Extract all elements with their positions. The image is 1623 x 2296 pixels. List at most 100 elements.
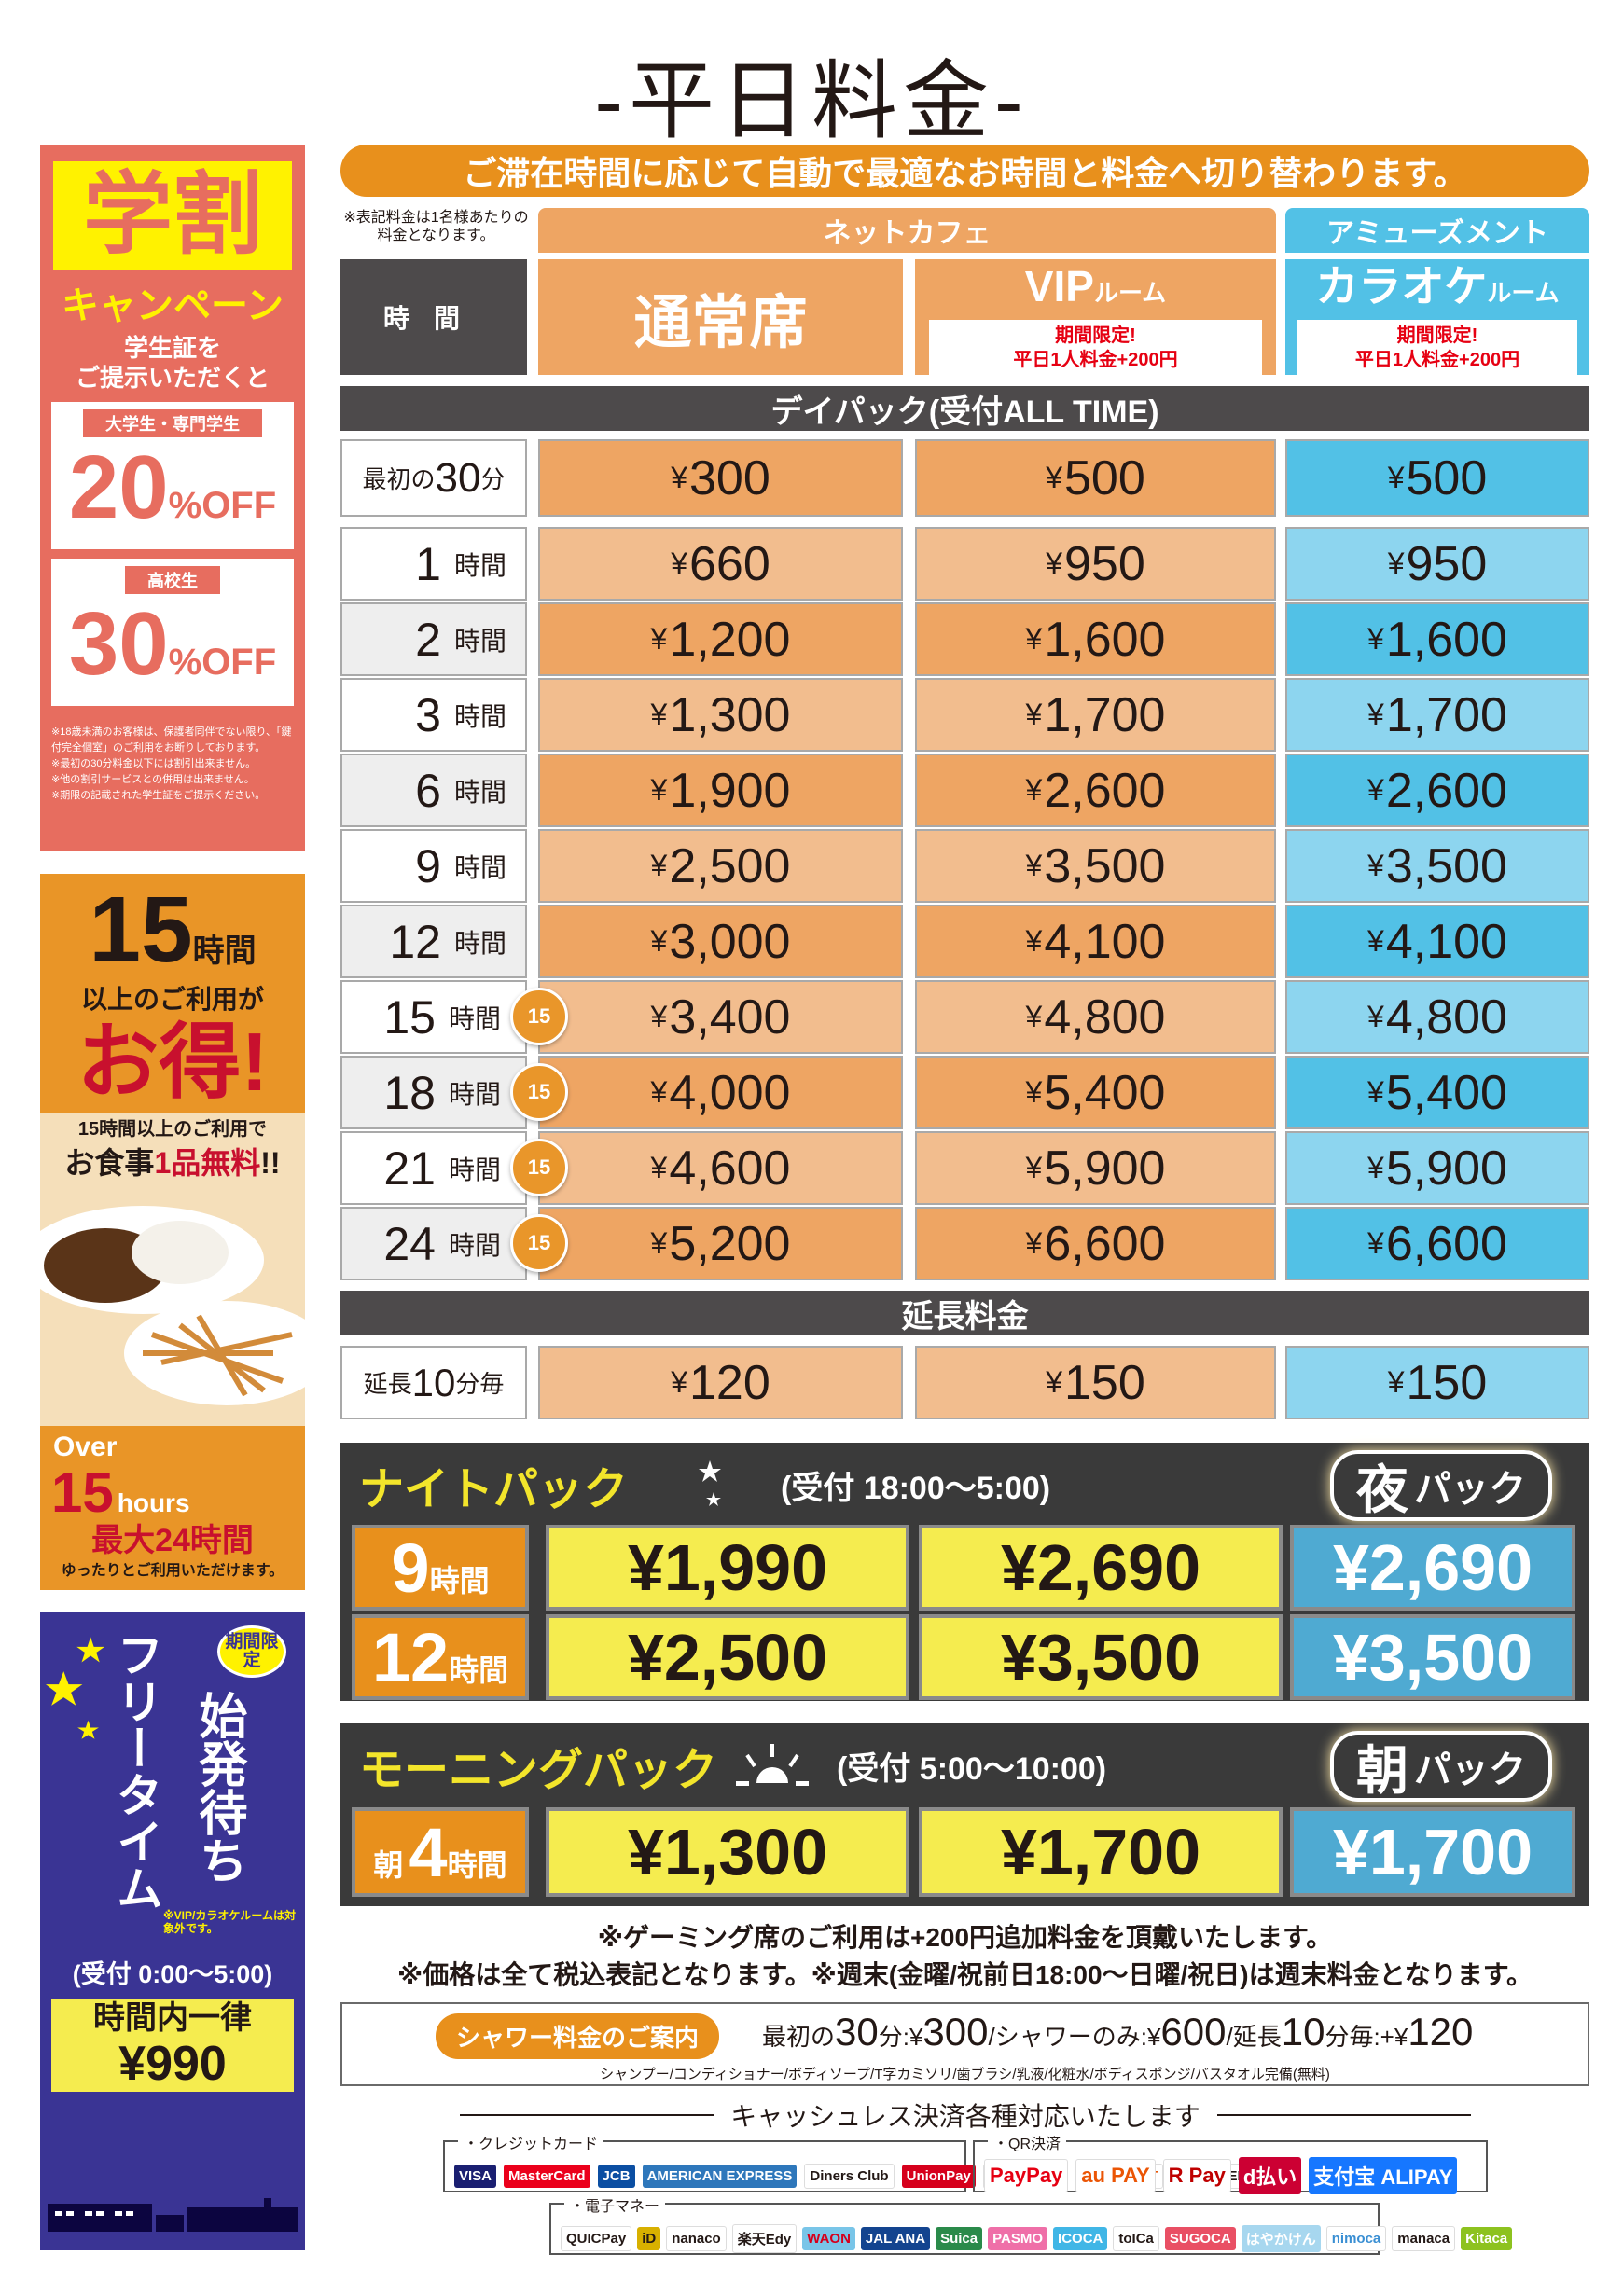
first-train-free-time-panel: 期間限定 始発待ち フリータイム ※VIP/カラオケルームは対象外です。 (受付… [40, 1612, 305, 2250]
yen-sign: ¥ [1025, 1151, 1043, 1184]
hours-num: 12 [389, 915, 441, 968]
percent: 30 [68, 594, 169, 694]
payment-logo-paypay: PayPay [984, 2159, 1069, 2192]
hours-unit: 時間 [453, 928, 506, 958]
price-cell: ¥4,800 [915, 980, 1276, 1054]
text: /延長 [1226, 2023, 1282, 2051]
text: 分:¥ [878, 2023, 923, 2051]
payment-logo-icoca: ICOCA [1053, 2226, 1108, 2250]
qr-label: ・QR決済 [988, 2131, 1067, 2153]
night-pack-title: ナイトパック [359, 1465, 629, 1515]
yen-sign: ¥ [1025, 698, 1043, 731]
shower-only-price: 600 [1160, 2010, 1227, 2054]
divider [1216, 2114, 1472, 2116]
gakuwari-title: 学割 [53, 161, 292, 270]
curry-and-fries-image [40, 1206, 305, 1405]
price-cell: ¥500 [1285, 439, 1589, 517]
column-header-regular-seat: 通常席 [538, 259, 903, 375]
price-value: 150 [1064, 1355, 1145, 1410]
university-discount: 大学生・専門学生 20%OFF [51, 402, 294, 549]
price-value: 300 [689, 450, 770, 505]
text: 最初の [762, 2023, 836, 2051]
payment-logo-diners-club: Diners Club [804, 2163, 895, 2189]
vip-label: VIP [1024, 262, 1094, 311]
yen-sign: ¥ [1367, 924, 1384, 958]
morning-pack-header: モーニングパック (受付 5:00〜10:00) [359, 1723, 1106, 1807]
price-value: 2,600 [1385, 763, 1507, 818]
yen-sign: ¥ [1025, 1000, 1043, 1033]
price-value: 500 [1406, 450, 1488, 505]
yen-sign: ¥ [671, 546, 688, 580]
badge-text: 15 [527, 1231, 551, 1254]
hours-num: 9 [391, 1528, 430, 1607]
moon-stars-icon [699, 1460, 754, 1507]
hours-num: 12 [371, 1618, 450, 1696]
price-cell: ¥5,200 [538, 1207, 903, 1280]
pack-price: ¥1,300 [546, 1807, 909, 1897]
amenities-list: シャンプー/コンディショナー/ボディソープ/T字カミソリ/歯ブラシ/乳液/化粧水… [600, 2067, 1330, 2082]
pack-price: ¥3,500 [1290, 1614, 1575, 1700]
price-value: ¥2,500 [627, 1621, 828, 1694]
price-cell: ¥1,700 [915, 678, 1276, 752]
yen-sign: ¥ [1367, 1075, 1384, 1109]
pack-price: ¥3,500 [919, 1614, 1283, 1700]
column-header-time: 時間 [340, 259, 527, 375]
present-id-text: 学生証を ご提示いただくと [40, 333, 305, 393]
text: 最初の [362, 465, 436, 493]
hours-unit: 時間 [448, 1003, 501, 1033]
yen-sign: ¥ [650, 622, 668, 656]
price-value: ¥2,690 [1000, 1531, 1201, 1604]
price-value: 1,600 [1385, 612, 1507, 667]
yen-sign: ¥ [1387, 546, 1405, 580]
hours-num: 1 [415, 537, 441, 590]
price-value: 4,000 [669, 1065, 791, 1120]
yen-sign: ¥ [1025, 622, 1043, 656]
divider [460, 2114, 714, 2116]
price-value: 6,600 [1044, 1216, 1166, 1271]
time-cell: 3 時間 [340, 678, 527, 752]
payment-logo-american-express: AMERICAN EXPRESS [642, 2164, 798, 2188]
limited-surcharge: 平日1人料金+200円 [1354, 349, 1520, 370]
yen-sign: ¥ [1025, 773, 1043, 807]
column-header-vip-room: VIPルーム 期間限定! 平日1人料金+200円 [915, 259, 1276, 375]
price-cell: ¥1,900 [538, 754, 903, 827]
per-person-note: ※表記料金は1名様あたりの料金となります。 [343, 210, 529, 243]
text: ※他の割引サービスとの併用は出来ません。 [51, 774, 255, 785]
text: 分 [480, 465, 506, 493]
price-value: 1,300 [669, 687, 791, 742]
hours-unit: 時間 [453, 777, 506, 807]
price-value: 1,200 [669, 612, 791, 667]
hours-unit: 時間 [453, 550, 506, 580]
shower-info-box: シャワー料金のご案内 最初の30分:¥300/シャワーのみ:¥600/延長10分… [340, 2002, 1589, 2086]
payment-logo-visa: VISA [454, 2164, 497, 2188]
payment-logo-r-pay: R Pay [1162, 2159, 1231, 2192]
payment-logo-edy: 楽天Edy [731, 2223, 798, 2253]
hours-num: 9 [415, 839, 441, 892]
price-value: 5,400 [1044, 1065, 1166, 1120]
badge-text: 15 [527, 1004, 551, 1028]
yen-sign: ¥ [1025, 1075, 1043, 1109]
relax-text: ゆったりとご利用いただけます。 [61, 1563, 284, 1579]
otoku-text: お得! [76, 1016, 269, 1108]
off: OFF [201, 642, 277, 683]
morning-pack-title: モーニングパック [359, 1746, 718, 1795]
price-value: 1,700 [1044, 687, 1166, 742]
price-cell: ¥4,000 [538, 1056, 903, 1129]
payment-logo: はやかけん [1241, 2224, 1321, 2252]
yen-sign: ¥ [650, 773, 668, 807]
price-cell: ¥6,600 [1285, 1207, 1589, 1280]
num: 15 [51, 1461, 114, 1524]
num: 10 [411, 1360, 456, 1404]
price-value: ¥2,690 [1332, 1531, 1533, 1604]
payment-logo-kitaca: Kitaca [1461, 2226, 1513, 2250]
time-cell: 21 時間 [340, 1131, 527, 1205]
price-value: ¥1,700 [1332, 1816, 1533, 1888]
price-cell: ¥3,500 [915, 829, 1276, 903]
emoney-logos: ・電子マネー QUICPay iD nanaco 楽天Edy WAON JAL ANA Sui… [549, 2193, 1513, 2255]
price-cell: ¥2,500 [538, 829, 903, 903]
price-value: 4,800 [1385, 989, 1507, 1044]
cashless-heading: キャッシュレス決済各種対応いたします [443, 2098, 1488, 2132]
payment-logo-nanaco: nanaco [666, 2225, 727, 2251]
gaming-seat-note: ※ゲーミング席のご利用は+200円追加料金を頂戴いたします。 [597, 1923, 1333, 1952]
pack-price: ¥1,990 [546, 1525, 909, 1611]
